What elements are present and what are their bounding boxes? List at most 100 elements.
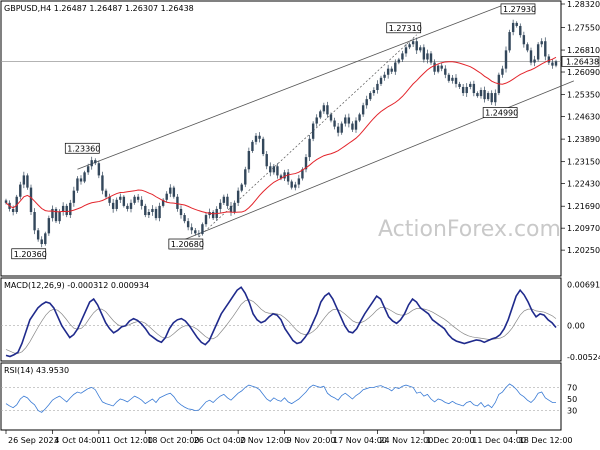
candle-body bbox=[247, 151, 251, 170]
candle-body bbox=[483, 90, 486, 100]
candle-body bbox=[354, 120, 358, 130]
candle-body bbox=[147, 212, 151, 216]
candle-body bbox=[311, 123, 315, 139]
candle-body bbox=[133, 196, 136, 203]
candle-body bbox=[111, 202, 115, 209]
candle-body bbox=[229, 205, 233, 213]
watermark: ActionForex.com bbox=[378, 217, 561, 242]
candle-body bbox=[361, 105, 365, 115]
candle-body bbox=[190, 227, 193, 231]
candle-body bbox=[169, 187, 172, 194]
candle-body bbox=[401, 53, 404, 60]
channel-upper-line bbox=[77, 3, 507, 170]
price-callout-label: 1.27310 bbox=[389, 24, 422, 33]
candle-body bbox=[486, 93, 490, 100]
candle-body bbox=[36, 230, 40, 240]
candle-body bbox=[144, 205, 147, 216]
candle-body bbox=[54, 208, 58, 222]
time-axis-label: 26 Oct 04:00 bbox=[194, 436, 246, 445]
candle-body bbox=[119, 196, 122, 200]
candle-body bbox=[554, 61, 558, 66]
candle-body bbox=[533, 59, 536, 63]
channel-lower-line bbox=[184, 80, 575, 240]
current-price-marker-box bbox=[561, 56, 600, 67]
candle-body bbox=[276, 166, 279, 176]
macd-line bbox=[5, 286, 557, 358]
candle-body bbox=[201, 224, 204, 234]
candle-body bbox=[344, 117, 347, 124]
candle-body bbox=[526, 44, 529, 51]
candle-body bbox=[258, 135, 261, 139]
price-callout-box bbox=[500, 3, 536, 15]
candle-body bbox=[165, 193, 168, 200]
candle-body bbox=[269, 166, 272, 173]
candle-body bbox=[504, 50, 508, 69]
candle-body bbox=[26, 175, 29, 188]
axis-layer: 1.28320 1.27550 1.26810 1.26090 1.25350 1.246… bbox=[5, 0, 600, 445]
candle-body bbox=[461, 86, 465, 94]
candle-body bbox=[290, 181, 293, 188]
candle-body bbox=[308, 138, 311, 158]
candle-body bbox=[515, 22, 518, 26]
candle-body bbox=[301, 169, 304, 179]
candle-body bbox=[544, 41, 547, 57]
candle-body bbox=[186, 221, 190, 228]
candle-body bbox=[429, 53, 433, 63]
price-axis-label: 1.23150 bbox=[567, 158, 600, 167]
candle-body bbox=[351, 123, 354, 130]
candle-body bbox=[444, 68, 447, 75]
candle-body bbox=[179, 208, 183, 216]
candle-body bbox=[154, 208, 158, 219]
price-axis-label: 1.20970 bbox=[567, 224, 600, 233]
candle-body bbox=[272, 166, 276, 173]
candle-body bbox=[44, 233, 47, 245]
price-axis-label: 1.26090 bbox=[567, 68, 600, 77]
rsi-axis-label: 70 bbox=[567, 383, 577, 392]
candle-body bbox=[519, 25, 522, 36]
candle-body bbox=[86, 166, 90, 173]
price-axis-label: 1.27550 bbox=[567, 23, 600, 32]
candle-body bbox=[19, 184, 22, 197]
price-axis-label: 1.23890 bbox=[567, 135, 600, 144]
candle-body bbox=[297, 178, 301, 185]
candle-body bbox=[69, 202, 72, 216]
macd-panel-header: MACD(12,26,9) -0.000312 0.000934 bbox=[4, 281, 149, 290]
candle-body bbox=[547, 56, 551, 63]
candle-body bbox=[129, 202, 133, 209]
candle-body bbox=[472, 83, 476, 94]
time-axis-label: 26 Sep 2023 bbox=[8, 436, 59, 445]
candle-body bbox=[240, 184, 243, 191]
candle-body bbox=[233, 202, 236, 213]
candle-body bbox=[226, 196, 229, 206]
price-axis-label: 1.24630 bbox=[567, 113, 600, 122]
macd-panel-frame bbox=[0, 277, 562, 362]
time-axis-label: 11 Dec 04:00 bbox=[472, 436, 526, 445]
candle-body bbox=[104, 190, 108, 197]
candle-body bbox=[72, 190, 76, 203]
candle-body bbox=[261, 138, 265, 155]
candle-body bbox=[479, 90, 483, 97]
candle-body bbox=[11, 208, 15, 213]
candle-body bbox=[529, 50, 533, 63]
candle-body bbox=[176, 196, 179, 209]
time-axis-label: 2 Nov 12:00 bbox=[240, 436, 289, 445]
candle-body bbox=[254, 135, 258, 142]
candle-body bbox=[151, 208, 154, 213]
candle-body bbox=[140, 199, 143, 206]
candle-body bbox=[97, 163, 101, 176]
candle-body bbox=[508, 32, 511, 51]
candle-body bbox=[136, 196, 140, 200]
time-axis-label: 24 Nov 12:00 bbox=[379, 436, 433, 445]
candle-body bbox=[494, 93, 497, 103]
candle-body bbox=[283, 172, 286, 179]
candle-body bbox=[33, 212, 36, 231]
candle-body bbox=[404, 47, 408, 54]
price-callout-label: 1.27930 bbox=[503, 5, 536, 14]
candle-body bbox=[347, 117, 351, 124]
candle-body bbox=[458, 83, 461, 87]
candle-body bbox=[333, 120, 336, 127]
time-axis-label: 1 Dec 20:00 bbox=[426, 436, 475, 445]
candle-body bbox=[76, 178, 79, 191]
candle-body bbox=[94, 160, 97, 164]
